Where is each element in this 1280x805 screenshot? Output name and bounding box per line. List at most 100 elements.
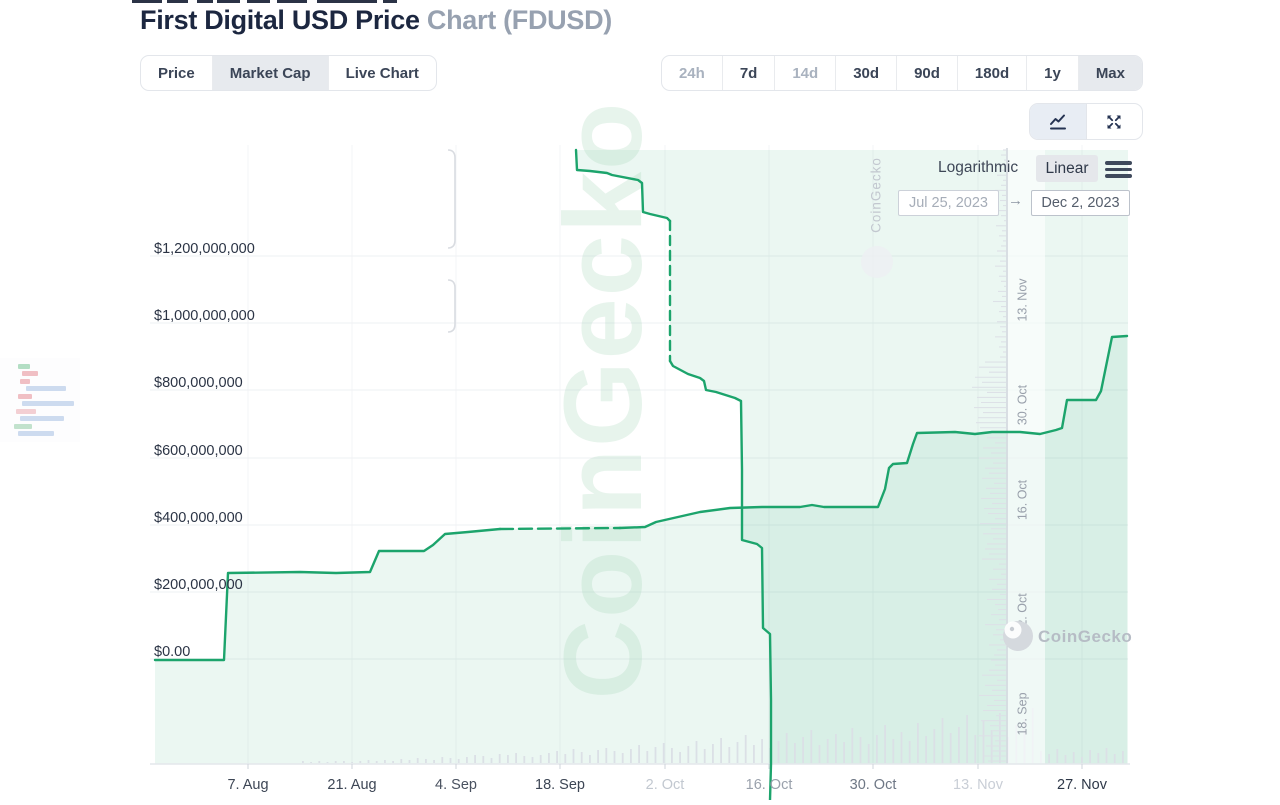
x-axis-label: 13. Nov: [953, 777, 1004, 793]
thumbnail-bar: [26, 386, 66, 391]
volume-bar: [654, 747, 657, 763]
volume-bar: [441, 757, 444, 763]
scale-logarithmic-option[interactable]: Logarithmic: [938, 159, 1019, 176]
tab-price[interactable]: Price: [141, 56, 213, 90]
volume-bar: [876, 735, 878, 763]
y-axis-label: $1,200,000,000: [154, 241, 255, 257]
thumbnail-bar: [18, 393, 32, 399]
range-7d[interactable]: 7d: [723, 56, 776, 90]
market-cap-line: [618, 334, 1129, 530]
x-axis-label: 2. Oct: [646, 777, 685, 793]
volume-bar: [826, 739, 829, 763]
volume-bar: [859, 737, 862, 763]
volume-bar: [818, 745, 821, 763]
range-max[interactable]: Max: [1078, 56, 1142, 90]
range-30d[interactable]: 30d: [836, 56, 898, 90]
volume-bar: [671, 748, 673, 763]
x-axis-label: 18. Sep: [535, 777, 585, 793]
glitch-dash: [167, 0, 188, 3]
line-chart-toggle-button[interactable]: [1030, 104, 1086, 139]
volume-bar: [416, 758, 419, 763]
corner-watermark-text: CoinGecko: [1038, 627, 1132, 646]
volume-bar: [933, 729, 936, 763]
hamburger-menu-icon[interactable]: [1105, 161, 1132, 178]
glitch-thumbnail-artifact: [0, 358, 80, 442]
volume-bar: [334, 761, 337, 763]
volume-bar: [326, 762, 329, 763]
volume-bar: [621, 753, 624, 763]
volume-bar: [507, 755, 509, 763]
glitch-area-fill: [576, 150, 1128, 764]
volume-bar: [605, 748, 608, 763]
volume-bar: [1072, 752, 1075, 763]
thumbnail-bar: [18, 431, 54, 436]
thumbnail-bar: [22, 371, 38, 376]
page-title: First Digital USD Price Chart (FDUSD): [140, 5, 612, 36]
thumbnail-bar: [18, 363, 30, 369]
tab-market-cap[interactable]: Market Cap: [212, 56, 329, 90]
y-axis-label: $600,000,000: [154, 443, 243, 459]
volume-bar: [1081, 757, 1083, 763]
date-from-input[interactable]: [898, 190, 999, 216]
volume-bar: [1097, 753, 1100, 763]
volume-bar: [777, 741, 780, 763]
glitch-dash: [132, 0, 162, 3]
volume-bar: [597, 750, 599, 763]
range-24h[interactable]: 24h: [662, 56, 723, 90]
volume-bar: [925, 736, 927, 763]
burger-bar: [1105, 174, 1132, 178]
fullscreen-button[interactable]: [1085, 104, 1143, 139]
volume-bar: [990, 730, 993, 763]
fullscreen-expand-icon: [1107, 115, 1121, 128]
range-90d[interactable]: 90d: [897, 56, 958, 90]
volume-bar: [646, 751, 649, 763]
chart-toolbar: [1029, 103, 1143, 140]
scale-linear-option[interactable]: Linear: [1036, 155, 1098, 182]
volume-bar: [449, 758, 452, 763]
glitch-strip-label: 13. Nov: [1015, 278, 1029, 322]
volume-bar: [679, 752, 681, 763]
range-14d[interactable]: 14d: [775, 56, 837, 90]
volume-bar: [359, 761, 362, 763]
volume-bar: [744, 735, 747, 763]
volume-bar: [343, 761, 345, 763]
volume-bar: [638, 745, 640, 763]
volume-bar: [802, 737, 804, 763]
y-axis-label: $200,000,000: [154, 577, 243, 593]
volume-bar: [1048, 754, 1050, 763]
burger-bar: [1105, 161, 1132, 165]
volume-bar: [900, 732, 903, 763]
glitch-dash: [247, 0, 270, 3]
side-watermark-text: CoinGecko: [869, 157, 884, 233]
volume-bar: [589, 755, 591, 763]
volume-bar: [482, 756, 485, 763]
volume-bar: [761, 739, 763, 763]
volume-bar: [966, 715, 968, 763]
volume-bar: [310, 762, 312, 763]
glitch-dash: [197, 0, 213, 3]
volume-bar: [433, 760, 435, 763]
date-to-input[interactable]: [1031, 190, 1130, 216]
volume-bar: [810, 730, 813, 763]
volume-bar: [630, 749, 632, 763]
chart-type-tabs: Price Market Cap Live Chart: [140, 55, 437, 91]
y-axis-label: $0.00: [154, 644, 190, 660]
range-1y[interactable]: 1y: [1027, 56, 1079, 90]
volume-bar: [564, 754, 567, 763]
volume-bar: [384, 760, 386, 763]
tab-live-chart[interactable]: Live Chart: [345, 64, 419, 82]
volume-bar: [613, 751, 616, 763]
volume-bar: [662, 743, 665, 763]
volume-bar: [1122, 751, 1124, 763]
market-cap-line: [153, 527, 502, 662]
burger-bar: [1105, 167, 1132, 172]
range-180d[interactable]: 180d: [958, 56, 1028, 90]
volume-bar: [703, 749, 706, 763]
y-axis-label: $800,000,000: [154, 375, 243, 391]
line-chart-icon: [1049, 114, 1066, 129]
glitch-dash: [317, 0, 377, 3]
volume-bar: [712, 744, 714, 763]
volume-bar: [999, 713, 1001, 763]
